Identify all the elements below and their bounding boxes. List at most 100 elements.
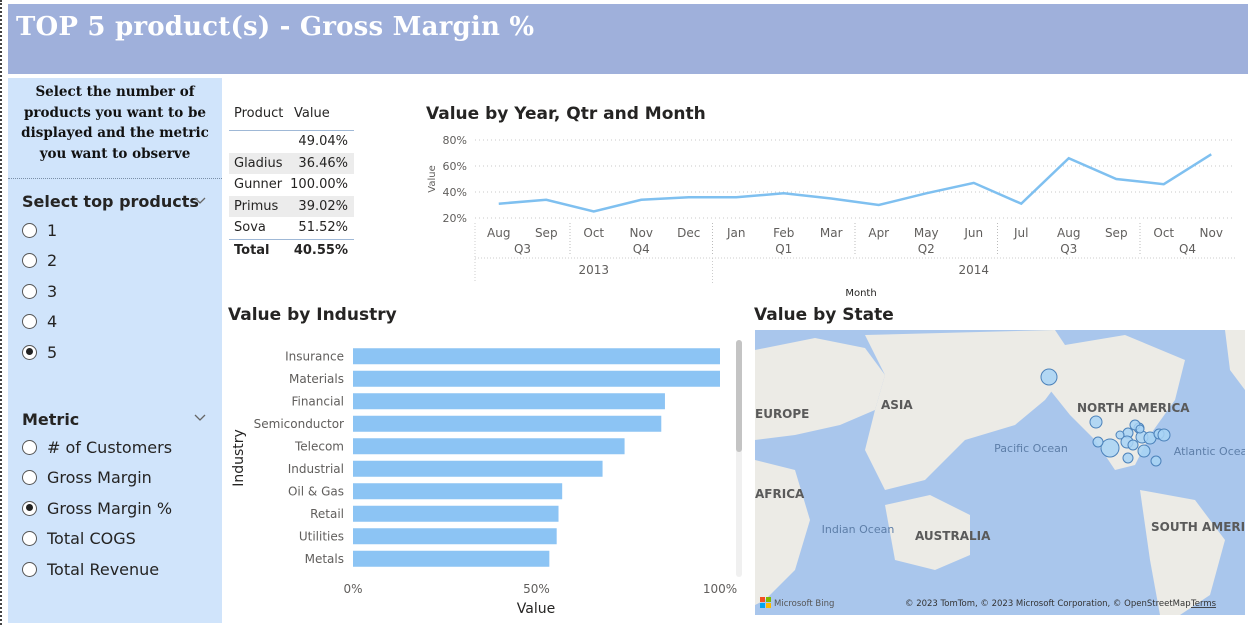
map-label: Indian Ocean: [822, 523, 895, 536]
map-bubble[interactable]: [1100, 438, 1120, 458]
map-bubble[interactable]: [1150, 455, 1162, 467]
metric-option-label: Total Revenue: [47, 559, 160, 579]
radio-button[interactable]: [22, 283, 37, 299]
radio-button[interactable]: [22, 344, 37, 360]
line-chart[interactable]: 20% 40% 60% 80% Value Aug Sep Oct Nov Dec Jan Feb Ma…: [420, 128, 1240, 303]
metric-option-label: Total COGS: [47, 529, 136, 548]
map-bubble[interactable]: [1092, 436, 1104, 448]
top-products-option[interactable]: 3: [22, 279, 57, 303]
metric-option[interactable]: Gross Margin: [22, 466, 152, 490]
radio-button[interactable]: [22, 253, 37, 268]
radio-button[interactable]: [22, 314, 37, 329]
bing-logo-text: Microsoft Bing: [774, 599, 834, 609]
map-title: Value by State: [754, 305, 894, 325]
table-row[interactable]: Gunner 100.00%: [229, 174, 354, 196]
category-label: Materials: [289, 372, 344, 386]
table-row[interactable]: Primus 39.02%: [229, 195, 354, 217]
x-tick-label: 0%: [343, 582, 362, 596]
map-bubble[interactable]: [1089, 415, 1103, 429]
metric-option[interactable]: # of Customers: [22, 435, 172, 459]
map-label: ASIA: [881, 398, 913, 412]
x-tick-label: Aug: [1057, 226, 1080, 240]
chevron-down-icon[interactable]: [194, 411, 206, 423]
bar: [353, 370, 720, 387]
top-products-option[interactable]: 2: [22, 249, 57, 273]
map-bubble[interactable]: [1122, 452, 1134, 464]
bar-chart-title: Value by Industry: [228, 305, 397, 325]
cell-product: Gladius: [234, 155, 283, 171]
metric-slicer-title: Metric: [22, 410, 80, 429]
sidebar-intro-text: Select the number of products you want t…: [21, 84, 209, 162]
metric-option[interactable]: Total Revenue: [22, 557, 159, 581]
bar: [353, 550, 550, 567]
table-row[interactable]: Sova 51.52%: [229, 217, 354, 239]
line-chart-title: Value by Year, Qtr and Month: [426, 104, 706, 124]
chevron-down-icon[interactable]: [194, 194, 206, 206]
bing-logo: Microsoft Bing: [760, 597, 834, 609]
radio-button[interactable]: [22, 531, 37, 546]
map-bubble[interactable]: [1157, 428, 1171, 442]
map-bubble[interactable]: [1115, 430, 1125, 440]
cell-value: 100.00%: [290, 177, 348, 192]
x-tick-label: Aug: [487, 226, 510, 240]
scrollbar-thumb[interactable]: [736, 340, 742, 452]
category-label: Financial: [291, 394, 344, 408]
metric-option[interactable]: Total COGS: [22, 527, 136, 551]
top-products-option-label: 1: [47, 220, 58, 240]
top-products-option-label: 5: [47, 342, 58, 362]
map-bubble[interactable]: [1137, 444, 1151, 458]
map-bubble[interactable]: [1127, 439, 1139, 451]
bar: [353, 438, 625, 455]
category-label: Industrial: [288, 462, 344, 476]
bar: [353, 348, 720, 365]
x-tick-label: 100%: [703, 582, 737, 596]
map-bubble[interactable]: [1040, 368, 1058, 386]
map-visual[interactable]: EUROPE ASIA NORTH AMERICA AFRICA AUSTRAL…: [755, 330, 1245, 615]
top-products-option[interactable]: 4: [22, 310, 57, 334]
category-label: Utilities: [299, 529, 344, 543]
radio-button[interactable]: [22, 470, 37, 485]
category-label: Metals: [305, 552, 344, 566]
top-products-option[interactable]: 1: [22, 218, 57, 242]
metric-option[interactable]: Gross Margin %: [22, 496, 172, 520]
map-label: SOUTH AMERICA: [1151, 520, 1245, 534]
table-row[interactable]: 49.04%: [229, 131, 354, 153]
x-tick-label: Oct: [583, 226, 604, 240]
page-border: [0, 0, 4, 625]
table-total-row: Total 40.55%: [229, 238, 354, 262]
y-tick-label: 80%: [443, 134, 467, 147]
radio-button[interactable]: [22, 500, 37, 516]
x-tick-label: Mar: [820, 226, 843, 240]
map-label: AFRICA: [755, 487, 805, 501]
cell-value: 51.52%: [298, 220, 348, 235]
top-products-slicer-title: Select top products: [22, 192, 199, 211]
top-products-option-label: 4: [47, 312, 58, 331]
top-products-option[interactable]: 5: [22, 340, 57, 364]
cell-value: 36.46%: [298, 155, 348, 171]
line-series: [498, 153, 1212, 213]
map-label: NORTH AMERICA: [1077, 401, 1190, 415]
radio-button[interactable]: [22, 222, 37, 238]
top-products-option-label: 3: [47, 281, 58, 301]
map-terms-link[interactable]: Terms: [1190, 599, 1217, 609]
x-tick-label: Jan: [726, 226, 746, 240]
cell-value: 39.02%: [298, 198, 348, 214]
total-label: Total: [234, 242, 270, 258]
bar-chart[interactable]: Insurance Materials Financial Semiconductor…: [226, 332, 746, 622]
cell-product: Gunner: [234, 177, 283, 192]
x-axis-title: Month: [845, 288, 876, 299]
map-attribution: © 2023 TomTom, © 2023 Microsoft Corporat…: [905, 599, 1191, 609]
map-bubble[interactable]: [1135, 424, 1145, 434]
radio-button[interactable]: [22, 439, 37, 455]
bar: [353, 483, 563, 500]
y-axis-title: Industry: [231, 429, 247, 487]
report-header: TOP 5 product(s) - Gross Margin %: [8, 4, 1248, 74]
table-header: Product Value: [229, 100, 354, 131]
radio-button[interactable]: [22, 561, 37, 577]
column-header-product[interactable]: Product: [234, 106, 284, 121]
quarter-label: Q2: [918, 242, 935, 256]
map-label: Atlantic Ocean: [1174, 445, 1245, 458]
x-tick-label: Apr: [868, 226, 889, 240]
table-row[interactable]: Gladius 36.46%: [229, 152, 354, 174]
column-header-value[interactable]: Value: [294, 106, 330, 121]
